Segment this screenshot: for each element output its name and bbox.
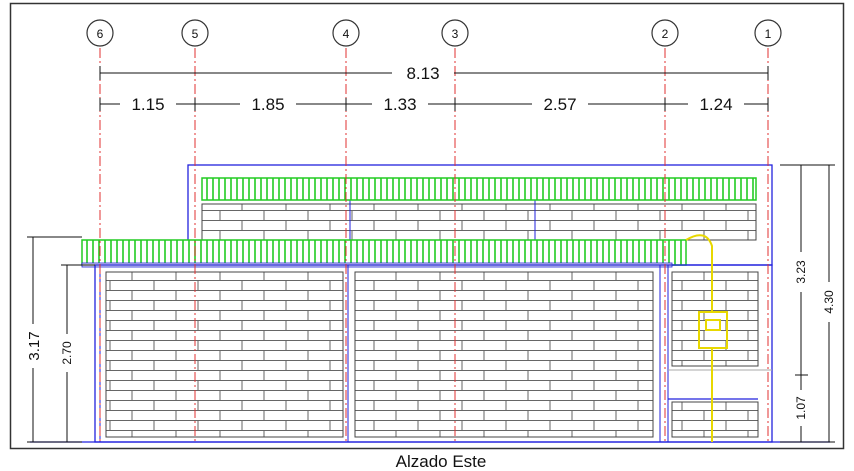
left-outer-dimension-label: 3.17 — [26, 331, 43, 360]
segment-dimension-label: 2.57 — [543, 95, 576, 114]
segment-dimension-label: 1.33 — [383, 95, 416, 114]
segment-dimension-label: 1.85 — [251, 95, 284, 114]
axis-bubble-4 — [332, 19, 360, 47]
right-total-dimension-label: 4.30 — [822, 290, 836, 314]
segment-dimensions — [99, 98, 769, 111]
axis-lines — [99, 48, 769, 442]
axis-bubble-6 — [86, 19, 114, 47]
segment-dimension-label: 1.15 — [131, 95, 164, 114]
axis-bubble-1 — [754, 19, 782, 47]
drawing-caption: Alzado Este — [396, 452, 487, 471]
left-inner-dimension-label: 2.70 — [60, 341, 74, 365]
axis-bubble-label: 1 — [765, 27, 772, 41]
utility-pipe — [685, 234, 728, 442]
right-lower-dimension-label: 1.07 — [794, 396, 808, 420]
axis-bubble-5 — [181, 19, 209, 47]
axis-bubble-label: 5 — [192, 27, 199, 41]
axis-bubble-label: 2 — [662, 27, 669, 41]
right-upper-dimension-label: 3.23 — [794, 260, 808, 284]
axis-bubble-label: 6 — [97, 27, 104, 41]
axis-bubble-2 — [651, 19, 679, 47]
lower-wall-brick-right-base — [671, 401, 759, 438]
upper-canopy — [201, 177, 757, 201]
lower-wall-brick-left — [105, 271, 344, 438]
overall-dimension-label: 8.13 — [406, 64, 439, 83]
segment-dimension-label: 1.24 — [699, 95, 732, 114]
drawing-frame — [9, 2, 845, 450]
axis-bubbles: 6 5 4 3 2 1 — [86, 19, 782, 47]
main-canopy — [81, 239, 687, 266]
axis-bubble-3 — [441, 19, 469, 47]
lower-wall-brick-center — [354, 271, 654, 438]
axis-bubble-label: 3 — [452, 27, 459, 41]
axis-bubble-label: 4 — [343, 27, 350, 41]
upper-wall-brick — [201, 203, 757, 241]
